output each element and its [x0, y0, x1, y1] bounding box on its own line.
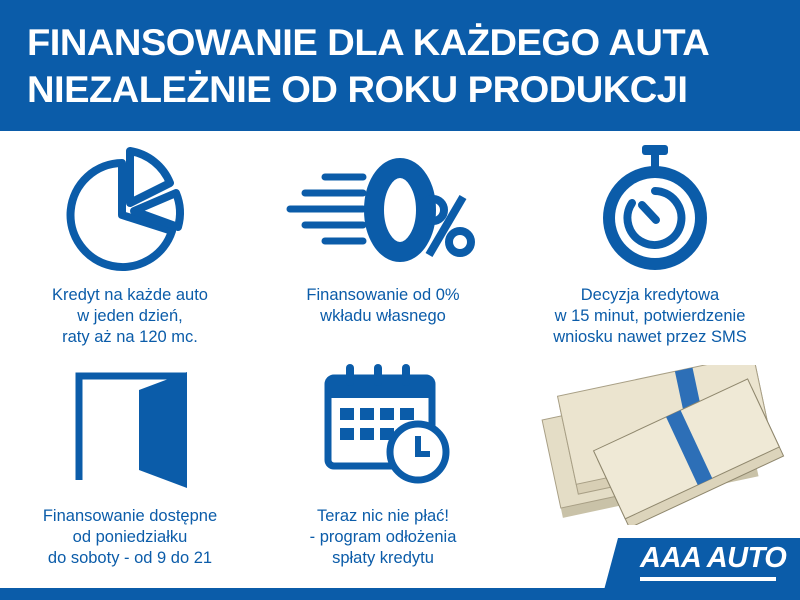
- headline-line-1: FINANSOWANIE DLA KAŻDEGO AUTA: [27, 22, 710, 63]
- zero-percent-icon: [286, 158, 475, 262]
- calendar-clock-icon: [324, 364, 450, 484]
- caption-line: wkładu własnego: [320, 307, 446, 325]
- header-banner: FINANSOWANIE DLA KAŻDEGO AUTA NIEZALEŻNI…: [0, 0, 800, 131]
- caption-line: Teraz nic nie płać!: [316, 507, 450, 525]
- caption-line: Finansowanie dostępne: [42, 507, 218, 525]
- caption-line: Decyzja kredytowa: [580, 286, 720, 304]
- headline-line-2: NIEZALEŻNIE OD ROKU PRODUKCJI: [27, 69, 688, 110]
- caption-line: raty aż na 120 mc.: [62, 328, 198, 346]
- pie-chart-icon: [66, 147, 184, 271]
- feature-caption-hours: Finansowanie dostępne od poniedziałku do…: [0, 506, 260, 569]
- logo-text: AAA AUTO: [640, 542, 787, 574]
- caption-line: wniosku nawet przez SMS: [553, 328, 747, 346]
- caption-line: spłaty kredytu: [332, 549, 434, 567]
- caption-line: - program odłożenia: [309, 528, 457, 546]
- caption-line: do soboty - od 9 do 21: [47, 549, 213, 567]
- stopwatch-icon: [603, 145, 707, 270]
- logo-underline: [640, 577, 776, 581]
- caption-line: w 15 minut, potwierdzenie: [554, 307, 746, 325]
- caption-line: Finansowanie od 0%: [306, 286, 460, 304]
- feature-caption-zero-down: Finansowanie od 0% wkładu własnego: [253, 285, 513, 327]
- feature-caption-decision: Decyzja kredytowa w 15 minut, potwierdze…: [520, 285, 780, 348]
- caption-line: od poniedziałku: [72, 528, 188, 546]
- feature-caption-deferral: Teraz nic nie płać! - program odłożenia …: [253, 506, 513, 569]
- footer-bar: [0, 588, 800, 600]
- feature-caption-credit: Kredyt na każde auto w jeden dzień, raty…: [0, 285, 260, 348]
- aaa-auto-logo: AAA AUTO: [604, 538, 800, 590]
- banknote-stack-image: [541, 365, 785, 525]
- caption-line: Kredyt na każde auto: [52, 286, 208, 304]
- open-door-icon: [75, 372, 187, 488]
- caption-line: w jeden dzień,: [77, 307, 183, 325]
